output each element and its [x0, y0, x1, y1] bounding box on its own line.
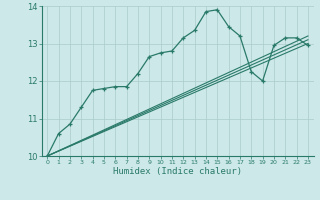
X-axis label: Humidex (Indice chaleur): Humidex (Indice chaleur): [113, 167, 242, 176]
